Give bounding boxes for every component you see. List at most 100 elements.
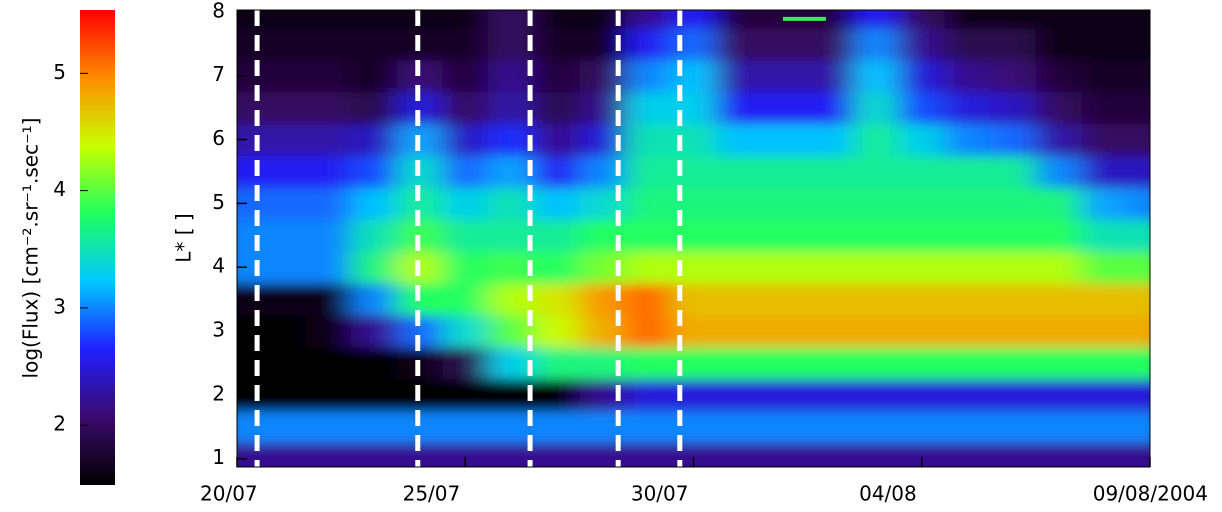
colorbar-tick-label: 4 (53, 177, 66, 201)
heat-cell (716, 27, 763, 61)
heat-cell (351, 59, 398, 93)
heat-cell (853, 219, 900, 252)
heat-cell (1035, 283, 1083, 316)
heat-cell (807, 410, 854, 444)
heat-cell (898, 155, 946, 188)
heat-cell (898, 10, 946, 29)
heat-cell (853, 410, 900, 444)
heat-cell (533, 187, 580, 220)
heat-cell (259, 155, 306, 188)
heat-cell (579, 10, 626, 29)
heat-cell (625, 442, 672, 467)
heat-cell (761, 442, 809, 467)
heat-cell (1127, 378, 1150, 412)
heat-cell (853, 123, 900, 157)
heat-cell (625, 91, 672, 125)
heat-cell (259, 410, 306, 444)
heatmap (237, 10, 1150, 467)
heat-cell (716, 442, 763, 467)
heat-cell (807, 315, 854, 348)
x-tick-label: 04/08 (859, 482, 917, 506)
heat-cell (807, 155, 854, 188)
heat-cell (237, 59, 261, 93)
heat-cell (1081, 10, 1128, 29)
heat-cell (853, 315, 900, 348)
heat-cell (853, 347, 900, 380)
y-tick-label: 8 (212, 0, 225, 22)
heat-cell (898, 410, 946, 444)
heat-cell (351, 187, 398, 220)
heat-cell (944, 315, 991, 348)
heat-cell (237, 123, 261, 157)
heat-cell (1127, 59, 1150, 93)
heat-cell (533, 27, 580, 61)
heat-cell (990, 347, 1037, 380)
heat-cell (442, 219, 489, 252)
heat-cell (259, 251, 306, 284)
heat-cell (237, 410, 261, 444)
heat-cell (761, 315, 809, 348)
heat-cell (716, 91, 763, 125)
heat-cell (1081, 27, 1128, 61)
heat-cell (533, 283, 580, 316)
heat-cell (351, 27, 398, 61)
heat-cell (944, 219, 991, 252)
heat-cell (898, 219, 946, 252)
heat-cell (761, 410, 809, 444)
heat-cell (488, 59, 535, 93)
heat-cell (625, 187, 672, 220)
heat-cell (259, 219, 306, 252)
x-tick-label: 25/07 (403, 482, 461, 506)
heat-cell (533, 442, 580, 467)
heat-cell (533, 315, 580, 348)
heat-cell (807, 187, 854, 220)
heat-cell (442, 59, 489, 93)
x-tick-label: 09/08/2004 (1093, 482, 1208, 506)
heat-cell (944, 10, 991, 29)
heat-cell (237, 251, 261, 284)
heat-cell (488, 378, 535, 412)
overlay (254, 10, 826, 467)
heat-cell (305, 27, 352, 61)
heat-cell (305, 442, 352, 467)
heat-cell (625, 27, 672, 61)
heat-cell (259, 315, 306, 348)
heat-cell (533, 410, 580, 444)
heat-cell (761, 155, 809, 188)
heat-cell (259, 347, 306, 380)
heat-cell (1081, 155, 1128, 188)
heat-cell (944, 155, 991, 188)
heat-cell (488, 442, 535, 467)
heat-cell (898, 91, 946, 125)
heat-cell (351, 91, 398, 125)
heat-cell (305, 219, 352, 252)
heat-cell (990, 251, 1037, 284)
heat-cell (807, 283, 854, 316)
colorbar-tick-label: 5 (53, 60, 66, 84)
heat-cell (716, 59, 763, 93)
heat-cell (761, 59, 809, 93)
y-tick-label: 5 (212, 190, 225, 214)
heat-cell (488, 347, 535, 380)
heat-cell (853, 91, 900, 125)
heat-cell (1081, 283, 1128, 316)
heat-cell (761, 123, 809, 157)
heat-cell (1081, 91, 1128, 125)
heat-cell (259, 283, 306, 316)
heat-cell (351, 155, 398, 188)
heat-cell (807, 59, 854, 93)
heat-cell (1127, 187, 1150, 220)
heat-cell (898, 27, 946, 61)
heat-cell (1127, 123, 1150, 157)
heat-cell (898, 347, 946, 380)
heat-cell (761, 187, 809, 220)
heat-cell (944, 59, 991, 93)
heat-cell (442, 187, 489, 220)
colorbar-label: log(Flux) [cm⁻².sr⁻¹.sec⁻¹] (19, 118, 43, 379)
heat-cell (305, 59, 352, 93)
heat-cell (1127, 10, 1150, 29)
heat-cell (488, 27, 535, 61)
heat-cell (625, 410, 672, 444)
heat-cell (807, 10, 854, 29)
heat-cell (716, 251, 763, 284)
